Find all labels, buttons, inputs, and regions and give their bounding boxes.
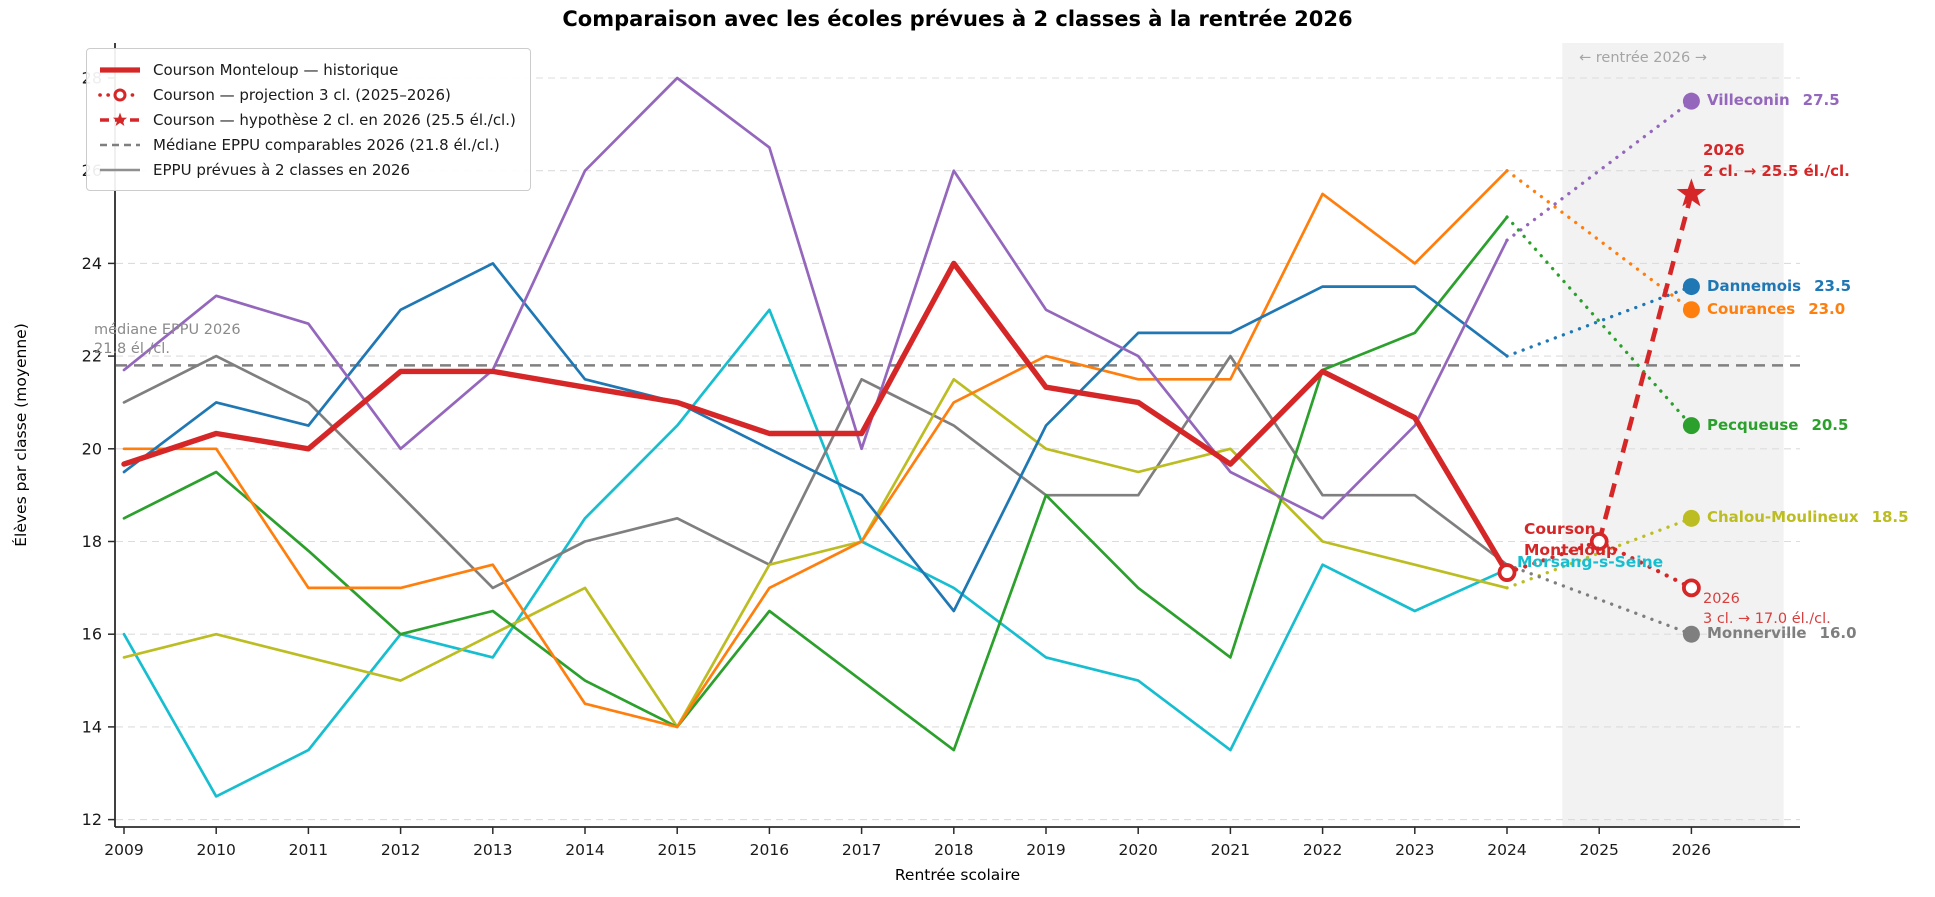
legend-item-courson-projection: Courson — projection 3 cl. (2025–2026) xyxy=(97,82,516,107)
x-tick-label-2013: 2013 xyxy=(473,841,512,859)
end-label-name: Pecqueuse xyxy=(1707,415,1799,434)
x-tick-label-2016: 2016 xyxy=(750,841,789,859)
courson-projection-marker xyxy=(1497,563,1517,582)
x-tick-label-2026: 2026 xyxy=(1672,841,1711,859)
end-label-name: Villeconin xyxy=(1707,91,1790,110)
legend-item-courson-hypothese: Courson — hypothèse 2 cl. en 2026 (25.5 … xyxy=(97,107,516,132)
x-tick-label-2012: 2012 xyxy=(381,841,420,859)
median-annotation-line1: médiane EPPU 2026 xyxy=(94,322,241,338)
x-tick-label-2023: 2023 xyxy=(1395,841,1434,859)
hypothesis-annotation-line1: 2026 xyxy=(1703,141,1745,159)
legend-item-courson-historique: Courson Monteloup — historique xyxy=(97,57,516,82)
projection-2026-annotation: 2026 3 cl. → 17.0 él./cl. xyxy=(1703,589,1831,629)
endpoint-dot-villeconin xyxy=(1682,92,1700,110)
endpoint-dot-dannemois xyxy=(1682,278,1700,296)
courson-projection-marker xyxy=(1589,532,1609,551)
chart-title: Comparaison avec les écoles prévues à 2 … xyxy=(562,7,1353,31)
courson-hypothesis-line xyxy=(1596,193,1694,543)
median-annotation: médiane EPPU 2026 21.8 él./cl. xyxy=(94,321,241,359)
x-tick-label-2021: 2021 xyxy=(1211,841,1250,859)
y-tick-label-18: 18 xyxy=(82,532,102,551)
courson-series-label: Courson Monteloup xyxy=(1524,519,1617,561)
end-label-dannemois: Dannemois 23.5 xyxy=(1707,277,1851,295)
median-annotation-line2: 21.8 él./cl. xyxy=(94,341,170,357)
series-line-pecqueuse xyxy=(122,215,1509,752)
end-label-value: 20.5 xyxy=(1811,415,1849,434)
legend-box: Courson Monteloup — historique Courson —… xyxy=(86,48,531,191)
gray-dashed-line-icon xyxy=(100,143,140,146)
end-label-name: Dannemois xyxy=(1707,276,1802,295)
legend-item-mediane-eppu: Médiane EPPU comparables 2026 (21.8 él./… xyxy=(97,132,516,157)
end-label-value: 23.5 xyxy=(1814,276,1852,295)
x-tick-label-2019: 2019 xyxy=(1026,841,1065,859)
end-label-name: Chalou-Moulineux xyxy=(1707,508,1859,527)
hypothesis-annotation-line2: 2 cl. → 25.5 él./cl. xyxy=(1703,162,1850,180)
projection-annotation-line1: 2026 xyxy=(1703,591,1740,607)
legend-label: Courson Monteloup — historique xyxy=(153,60,399,79)
x-tick-label-2015: 2015 xyxy=(657,841,696,859)
endpoint-dot-pecqueuse xyxy=(1682,417,1700,435)
y-tick-label-16: 16 xyxy=(82,625,102,644)
legend-label: Courson — projection 3 cl. (2025–2026) xyxy=(153,85,451,104)
end-label-pecqueuse: Pecqueuse 20.5 xyxy=(1707,416,1848,434)
x-tick-label-2024: 2024 xyxy=(1487,841,1526,859)
courson-label-line2: Monteloup xyxy=(1524,541,1618,559)
red-dashed-star-icon xyxy=(100,112,140,126)
x-tick-label-2014: 2014 xyxy=(565,841,604,859)
series-line-villeconin xyxy=(122,76,1509,520)
projection-line-dannemois xyxy=(1505,284,1694,358)
projection-annotation-line2: 3 cl. → 17.0 él./cl. xyxy=(1703,611,1831,627)
projection-line-monnerville xyxy=(1505,563,1694,636)
rentree-2026-band-label: ← rentrée 2026 → xyxy=(1579,50,1707,66)
legend-label: Courson — hypothèse 2 cl. en 2026 (25.5 … xyxy=(153,110,516,129)
series-line-courances xyxy=(122,169,1509,729)
legend-label: EPPU prévues à 2 classes en 2026 xyxy=(153,160,411,179)
y-axis-title: Élèves par classe (moyenne) xyxy=(12,323,30,547)
hypothesis-2026-annotation: 2026 2 cl. → 25.5 él./cl. xyxy=(1703,140,1850,182)
x-tick-label-2025: 2025 xyxy=(1579,841,1618,859)
legend-label: Médiane EPPU comparables 2026 (21.8 él./… xyxy=(153,135,500,154)
y-tick-label-14: 14 xyxy=(82,717,102,736)
x-tick-label-2009: 2009 xyxy=(104,841,143,859)
projection-line-pecqueuse xyxy=(1505,215,1694,428)
hypothesis-star-marker xyxy=(1676,178,1707,207)
courson-projection-marker xyxy=(1682,578,1701,598)
x-tick-label-2020: 2020 xyxy=(1118,841,1157,859)
thick-red-line-icon xyxy=(100,66,140,73)
end-label-chalou-moulineux: Chalou-Moulineux 18.5 xyxy=(1707,508,1909,526)
end-label-value: 18.5 xyxy=(1871,508,1909,527)
y-tick-label-20: 20 xyxy=(82,439,102,458)
x-tick-label-2010: 2010 xyxy=(196,841,235,859)
x-tick-label-2022: 2022 xyxy=(1303,841,1342,859)
x-tick-label-2018: 2018 xyxy=(934,841,973,859)
series-line-morsang-s-seine xyxy=(122,308,1509,798)
y-tick-label-12: 12 xyxy=(82,810,102,829)
courson-label-line1: Courson xyxy=(1524,520,1596,538)
gray-solid-line-icon xyxy=(100,168,140,171)
end-label-villeconin: Villeconin 27.5 xyxy=(1707,91,1840,109)
series-line-courson-monteloup xyxy=(121,260,1510,576)
end-label-courances: Courances 23.0 xyxy=(1707,300,1845,318)
legend-item-eppu-prevues: EPPU prévues à 2 classes en 2026 xyxy=(97,157,516,182)
end-label-name: Monnerville xyxy=(1707,624,1807,643)
y-tick-label-24: 24 xyxy=(82,254,102,273)
morsang-series-label: Morsang-s-Seine xyxy=(1517,553,1664,571)
endpoint-dot-monnerville xyxy=(1682,625,1700,643)
end-label-name: Courances xyxy=(1707,299,1796,318)
x-axis-title: Rentrée scolaire xyxy=(894,866,1021,884)
end-label-value: 23.0 xyxy=(1808,299,1846,318)
red-dotted-circle-icon xyxy=(98,88,142,101)
endpoint-dot-chalou-moulineux xyxy=(1682,509,1700,527)
end-label-monnerville: Monnerville 16.0 xyxy=(1707,624,1857,642)
end-label-value: 27.5 xyxy=(1802,91,1840,110)
end-label-value: 16.0 xyxy=(1819,624,1857,643)
y-tick-label-22: 22 xyxy=(82,347,102,366)
endpoint-dot-courances xyxy=(1682,301,1700,319)
series-line-dannemois xyxy=(122,262,1509,613)
rentree-2026-band xyxy=(1562,43,1784,827)
x-tick-label-2011: 2011 xyxy=(289,841,328,859)
x-tick-label-2017: 2017 xyxy=(842,841,881,859)
